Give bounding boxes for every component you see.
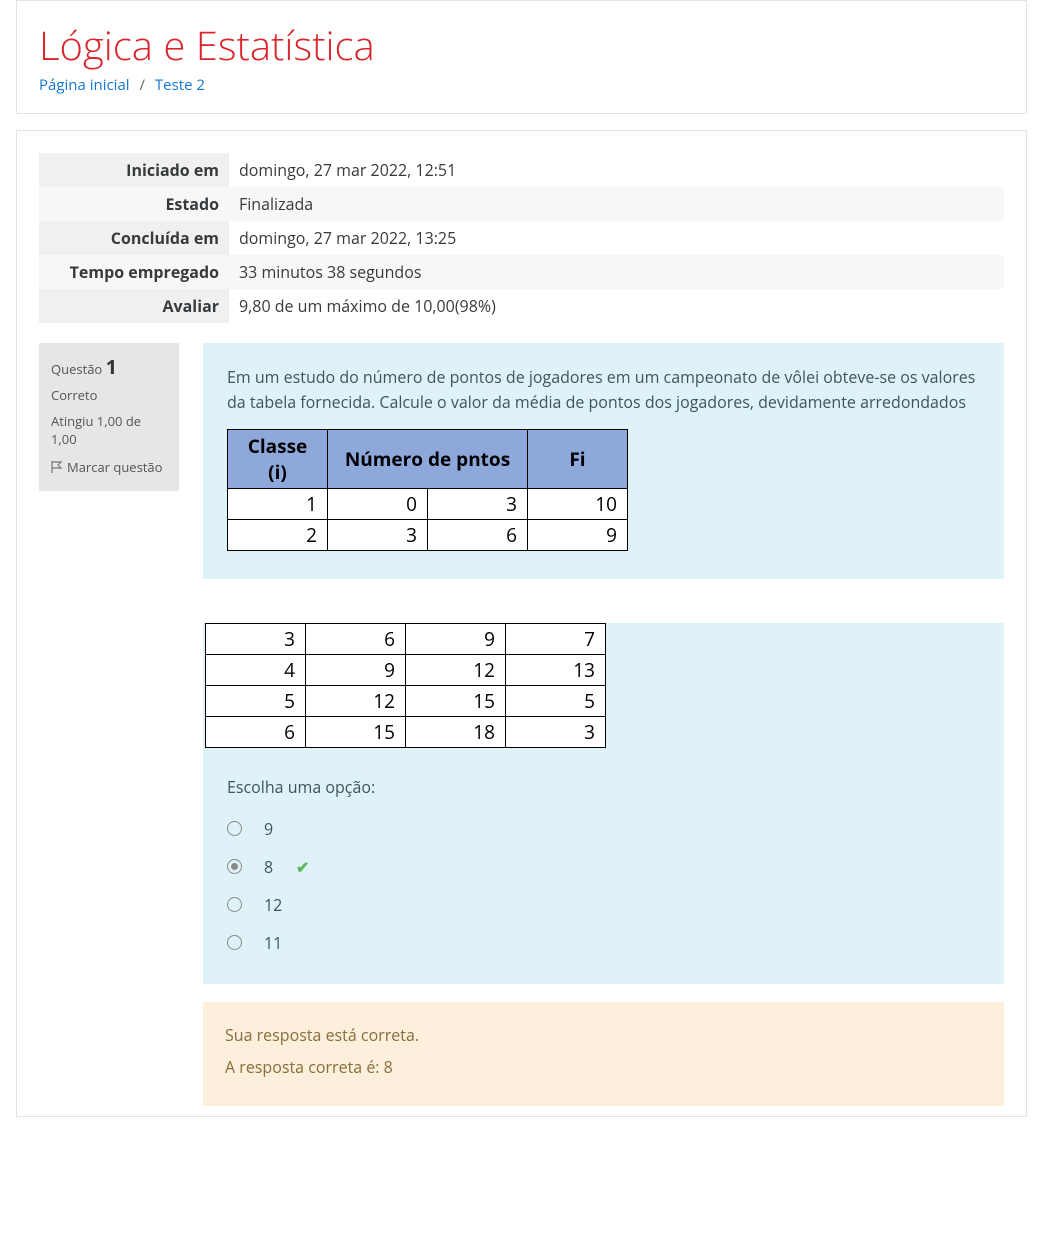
radio-icon: [227, 821, 242, 836]
th-fi: Fi: [528, 429, 628, 488]
option-label: 8: [264, 856, 290, 878]
summary-row: Avaliar9,80 de um máximo de 10,00(98%): [39, 289, 1004, 323]
flag-icon: [51, 459, 63, 477]
table-cell: 10: [528, 488, 628, 519]
summary-value: Finalizada: [229, 187, 1004, 221]
answer-option[interactable]: 9: [227, 810, 980, 848]
breadcrumb-separator: /: [140, 75, 146, 95]
question-text: Em um estudo do número de pontos de joga…: [227, 365, 980, 415]
table-row: 491213: [206, 654, 606, 685]
th-numero: Número de pntos: [328, 429, 528, 488]
breadcrumb: Página inicial / Teste 2: [39, 75, 1004, 95]
summary-label: Avaliar: [39, 289, 229, 323]
table-cell: 3: [428, 488, 528, 519]
answer-option[interactable]: 12: [227, 886, 980, 924]
table-cell: 9: [528, 519, 628, 550]
table-cell: 4: [206, 654, 306, 685]
feedback-panel: Sua resposta está correta. A resposta co…: [203, 1002, 1004, 1106]
answer-option[interactable]: 11: [227, 924, 980, 962]
table-cell: 3: [328, 519, 428, 550]
table-cell: 13: [506, 654, 606, 685]
page-header: Lógica e Estatística Página inicial / Te…: [16, 0, 1027, 114]
radio-icon: [227, 935, 242, 950]
summary-value: domingo, 27 mar 2022, 12:51: [229, 153, 1004, 187]
table-cell: 9: [406, 623, 506, 654]
table-row: 512155: [206, 685, 606, 716]
image-gap: [203, 579, 1004, 623]
question-content: Em um estudo do número de pontos de joga…: [203, 343, 1004, 1106]
table-cell: 6: [428, 519, 528, 550]
summary-label: Estado: [39, 187, 229, 221]
table-cell: 12: [406, 654, 506, 685]
option-label: 11: [264, 932, 290, 954]
table-cell: 5: [206, 685, 306, 716]
table-row: 10310: [228, 488, 628, 519]
feedback-line1: Sua resposta está correta.: [225, 1024, 982, 1046]
summary-row: Concluída emdomingo, 27 mar 2022, 13:25: [39, 221, 1004, 255]
table-row: 615183: [206, 716, 606, 747]
answer-option[interactable]: 8✔: [227, 848, 980, 886]
data-table-upper: Classe (i) Número de pntos Fi 103102369: [227, 429, 980, 551]
check-icon: ✔: [296, 856, 309, 878]
table-cell: 6: [306, 623, 406, 654]
table-cell: 18: [406, 716, 506, 747]
breadcrumb-current[interactable]: Teste 2: [155, 75, 205, 95]
radio-icon: [227, 859, 242, 874]
table-cell: 15: [306, 716, 406, 747]
radio-icon: [227, 897, 242, 912]
summary-row: Tempo empregado33 minutos 38 segundos: [39, 255, 1004, 289]
flag-question-link[interactable]: Marcar questão: [51, 458, 167, 477]
table-cell: 9: [306, 654, 406, 685]
option-prompt: Escolha uma opção:: [227, 776, 980, 798]
table-cell: 1: [228, 488, 328, 519]
table-cell: 5: [506, 685, 606, 716]
summary-label: Tempo empregado: [39, 255, 229, 289]
table-cell: 15: [406, 685, 506, 716]
option-label: 12: [264, 894, 290, 916]
question-block: Questão 1 Correto Atingiu 1,00 de 1,00 M…: [39, 343, 1004, 1106]
question-info-panel: Questão 1 Correto Atingiu 1,00 de 1,00 M…: [39, 343, 179, 491]
summary-row: EstadoFinalizada: [39, 187, 1004, 221]
question-body: Em um estudo do número de pontos de joga…: [203, 343, 1004, 984]
table-cell: 3: [506, 716, 606, 747]
table-cell: 3: [206, 623, 306, 654]
summary-value: 33 minutos 38 segundos: [229, 255, 1004, 289]
th-classe: Classe (i): [228, 429, 328, 488]
answer-options: 98✔1211: [227, 810, 980, 962]
table-cell: 12: [306, 685, 406, 716]
summary-value: 9,80 de um máximo de 10,00(98%): [229, 289, 1004, 323]
summary-label: Concluída em: [39, 221, 229, 255]
table-cell: 0: [328, 488, 428, 519]
table-row: 3697: [206, 623, 606, 654]
table-cell: 2: [228, 519, 328, 550]
question-number: Questão 1: [51, 353, 167, 380]
data-table-lower: 3697491213512155615183: [205, 623, 980, 748]
table-cell: 6: [206, 716, 306, 747]
feedback-line2: A resposta correta é: 8: [225, 1056, 982, 1078]
course-title: Lógica e Estatística: [39, 21, 1004, 69]
summary-value: domingo, 27 mar 2022, 13:25: [229, 221, 1004, 255]
breadcrumb-home[interactable]: Página inicial: [39, 75, 130, 95]
table-row: 2369: [228, 519, 628, 550]
summary-row: Iniciado emdomingo, 27 mar 2022, 12:51: [39, 153, 1004, 187]
option-label: 9: [264, 818, 290, 840]
attempt-summary-table: Iniciado emdomingo, 27 mar 2022, 12:51Es…: [39, 153, 1004, 323]
summary-label: Iniciado em: [39, 153, 229, 187]
question-grade: Atingiu 1,00 de 1,00: [51, 412, 167, 448]
table-cell: 7: [506, 623, 606, 654]
question-state: Correto: [51, 386, 167, 404]
quiz-review-card: Iniciado emdomingo, 27 mar 2022, 12:51Es…: [16, 130, 1027, 1117]
